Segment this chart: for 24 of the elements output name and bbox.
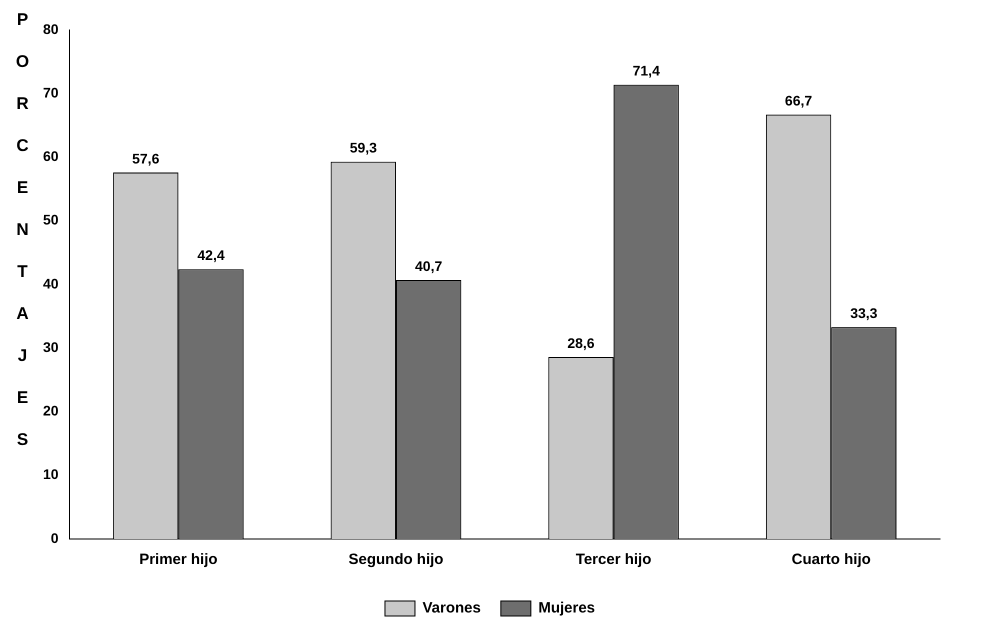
legend-label: Mujeres (538, 600, 596, 617)
y-tick-label: 70 (42, 84, 59, 100)
y-tick-label: 50 (42, 212, 59, 228)
y-tick-label: 0 (50, 530, 59, 546)
x-tick-label: Tercer hijo (576, 551, 652, 568)
data-label: 42,4 (197, 247, 225, 264)
data-label: 66,7 (784, 92, 812, 108)
data-label: 28,6 (567, 334, 595, 351)
y-tick-label: 60 (42, 148, 59, 164)
legend-label: Varones (422, 600, 481, 617)
x-tick-label: Segundo hijo (348, 551, 444, 568)
data-label: 57,6 (132, 150, 160, 166)
y-tick-label: 30 (42, 338, 59, 355)
y-tick-label: 10 (42, 466, 59, 482)
y-tick-label: 80 (42, 20, 59, 37)
y-tick-label: 20 (42, 402, 59, 419)
x-tick-label: Cuarto hijo (792, 551, 871, 568)
y-tick-label: 40 (42, 275, 59, 292)
data-label: 40,7 (415, 258, 442, 274)
x-tick-label: Primer hijo (139, 551, 218, 568)
data-label: 59,3 (350, 140, 378, 156)
y-axis-title: PORCENTAJES (12, 10, 32, 474)
data-label: 33,3 (850, 304, 878, 321)
data-label: 71,4 (632, 62, 660, 79)
